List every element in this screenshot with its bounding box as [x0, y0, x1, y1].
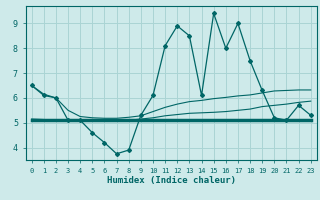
X-axis label: Humidex (Indice chaleur): Humidex (Indice chaleur): [107, 176, 236, 185]
